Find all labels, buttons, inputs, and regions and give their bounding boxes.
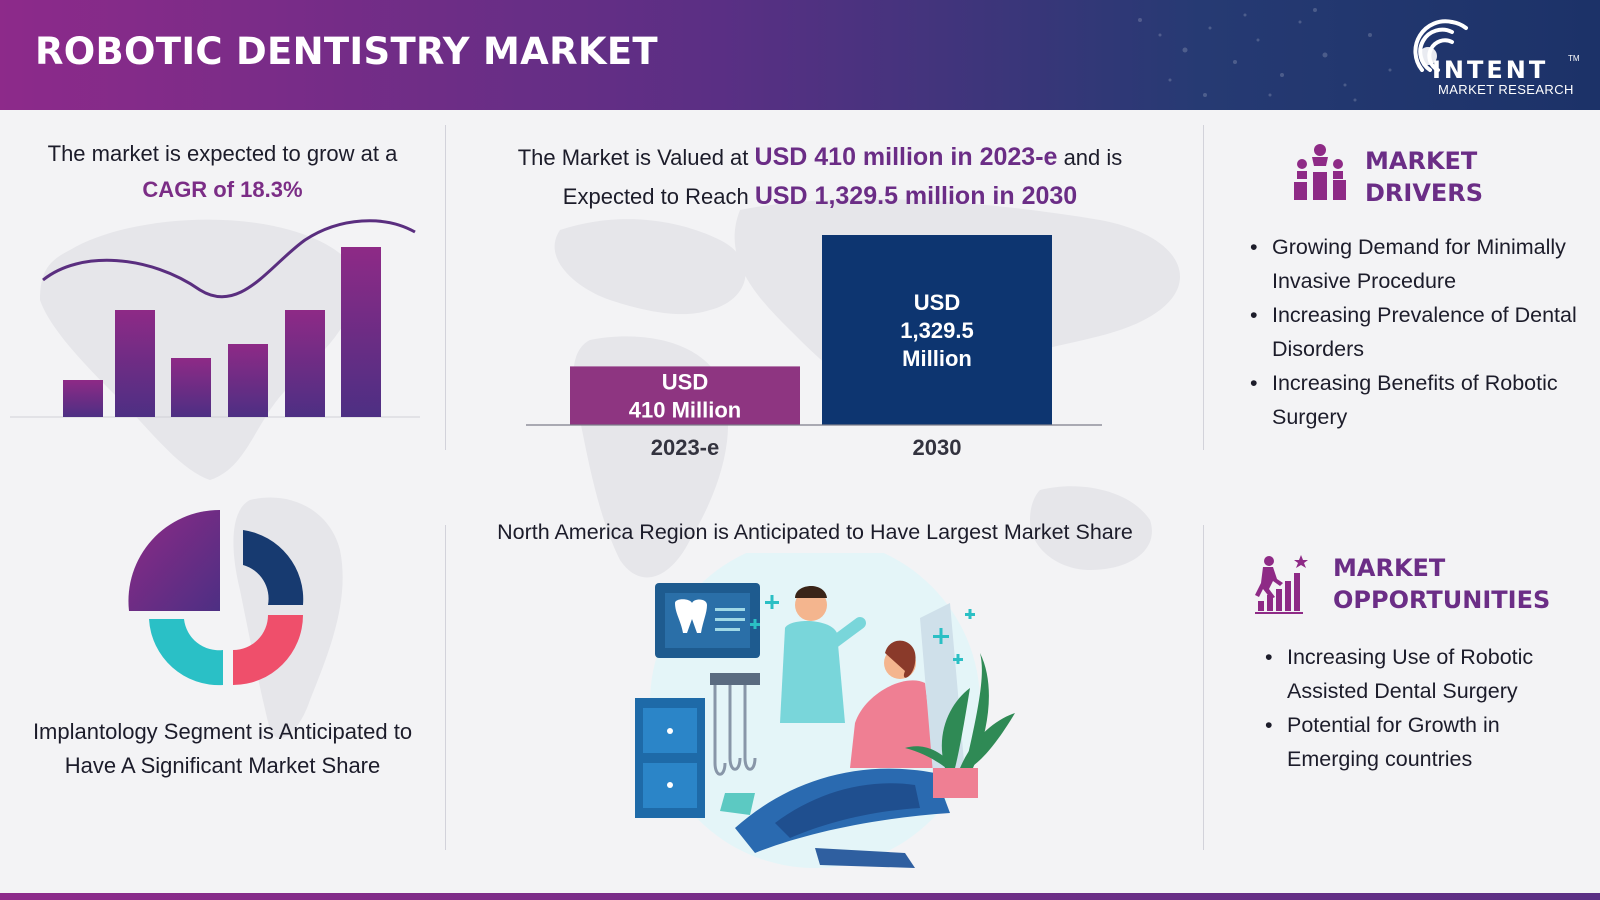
- donut-segment-coral: [233, 615, 303, 685]
- divider-right-top: [1203, 125, 1204, 450]
- drivers-heading-line-1: MARKET: [1365, 147, 1478, 175]
- patient-body: [850, 680, 935, 768]
- drivers-heading: MARKET DRIVERS: [1365, 145, 1483, 209]
- opportunities-heading-line-1: MARKET: [1333, 554, 1446, 582]
- cagr-intro-text: The market is expected to grow at a: [47, 141, 398, 166]
- region-statement: North America Region is Anticipated to H…: [497, 520, 1133, 544]
- opportunities-heading-line-2: OPPORTUNITIES: [1333, 586, 1551, 614]
- drivers-heading-line-2: DRIVERS: [1365, 179, 1484, 207]
- dentist-illustration: [635, 553, 1015, 868]
- divider-left-bottom: [445, 525, 446, 850]
- growth-bar-1: [63, 380, 103, 417]
- growth-bars-illustration: [10, 219, 420, 418]
- page-title: ROBOTIC DENTISTRY MARKET: [35, 30, 658, 73]
- opportunity-item: Increasing Use of Robotic Assisted Denta…: [1265, 640, 1595, 708]
- donut-segment-teal: [149, 619, 223, 686]
- value-category-label: 2023-e: [651, 435, 720, 460]
- donut-segment-navy: [243, 530, 304, 605]
- logo-subtitle: MARKET RESEARCH: [1438, 82, 1574, 97]
- driver-item: Increasing Benefits of Robotic Surgery: [1250, 366, 1580, 434]
- value-category-label: 2030: [913, 435, 962, 460]
- driver-item: Increasing Prevalence of Dental Disorder…: [1250, 298, 1580, 366]
- growth-bar-6: [341, 247, 381, 417]
- header-banner: ROBOTIC DENTISTRY MARKET INTENT TM MARKE…: [0, 0, 1600, 110]
- opportunity-item: Potential for Growth in Emerging countri…: [1265, 708, 1595, 776]
- value-bar-2030: [822, 235, 1052, 425]
- market-opportunities-icon: [1255, 555, 1308, 614]
- logo-wordmark: INTENT: [1432, 56, 1549, 84]
- market-value-line-1: The Market is Valued at USD 410 million …: [470, 138, 1170, 177]
- value-line1-prefix: The Market is Valued at: [517, 145, 749, 170]
- company-logo: INTENT TM MARKET RESEARCH: [1408, 12, 1588, 102]
- growth-bar-5: [285, 310, 325, 417]
- segment-donut-graphic: [128, 509, 304, 686]
- value-bar-label: USD 1,329.5 Million: [900, 290, 973, 371]
- opportunities-list: Increasing Use of Robotic Assisted Denta…: [1265, 640, 1595, 776]
- value-2030-highlight: USD 1,329.5 million in 2030: [754, 182, 1078, 210]
- growth-bar-2: [115, 310, 155, 417]
- value-bar-2023-e: [570, 366, 800, 425]
- cagr-highlight: CAGR of 18.3%: [142, 177, 303, 202]
- donut-segment-purple: [128, 509, 220, 611]
- market-value-line-2: Expected to Reach USD 1,329.5 million in…: [470, 177, 1170, 216]
- cagr-text-block: The market is expected to grow at a CAGR…: [20, 136, 425, 208]
- drivers-list: Growing Demand for Minimally Invasive Pr…: [1250, 230, 1580, 434]
- value-line2-prefix: Expected to Reach: [562, 184, 749, 209]
- market-value-text: The Market is Valued at USD 410 million …: [470, 138, 1170, 216]
- driver-item: Growing Demand for Minimally Invasive Pr…: [1250, 230, 1580, 298]
- segment-statement: Implantology Segment is Anticipated to H…: [32, 719, 413, 778]
- growth-trend-curve: [42, 219, 416, 299]
- header-dot-pattern: [1138, 8, 1392, 102]
- divider-right-bottom: [1203, 525, 1204, 850]
- logo-trademark: TM: [1568, 54, 1580, 63]
- divider-left-top: [445, 125, 446, 450]
- footer-bar: [0, 893, 1600, 900]
- wifi-signal-icon: [1413, 19, 1468, 72]
- growth-bar-3: [171, 358, 211, 417]
- plant-graphic: [905, 653, 1015, 771]
- market-drivers-icon: [1294, 144, 1346, 200]
- value-bar-label: USD 410 Million: [629, 370, 741, 423]
- value-line1-suffix: and is: [1063, 145, 1123, 170]
- growth-bar-4: [228, 344, 268, 417]
- market-value-bar-chart: USD 410 Million 2023-e USD 1,329.5 Million 203…: [526, 235, 1102, 460]
- tooth-icon: [675, 599, 707, 633]
- opportunities-heading: MARKET OPPORTUNITIES: [1333, 552, 1550, 616]
- value-2023-highlight: USD 410 million in 2023-e: [754, 143, 1058, 171]
